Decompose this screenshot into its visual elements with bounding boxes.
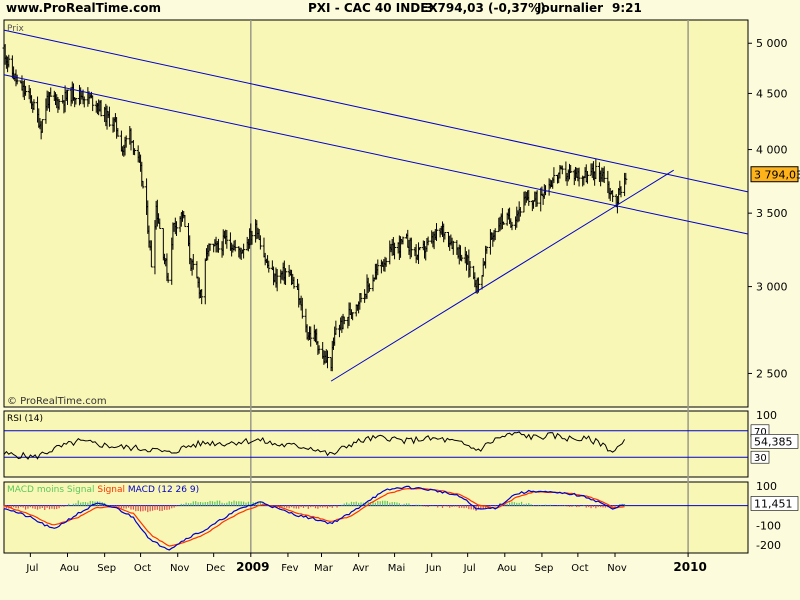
price-tick-label: 4 000 xyxy=(756,144,788,157)
x-tick-label: Avr xyxy=(352,563,369,574)
rsi-reference-label: 30 xyxy=(754,453,767,464)
x-tick-label: Oct xyxy=(571,563,588,574)
rsi-reference-label: 70 xyxy=(754,427,767,438)
x-tick-label: Nov xyxy=(607,563,627,574)
quote-value: 3 794,03 (-0,37%) xyxy=(425,1,546,15)
x-tick-label: Jul xyxy=(25,563,38,574)
x-tick-label: Sep xyxy=(535,563,554,574)
macd-legend: MACD moins Signal Signal MACD (12 26 9) xyxy=(7,485,199,495)
price-bars xyxy=(2,38,628,372)
macd-tick-label: -200 xyxy=(756,539,781,552)
x-tick-label: Oct xyxy=(134,563,151,574)
rsi-panel xyxy=(3,410,749,478)
price-tick-label: 3 500 xyxy=(756,207,788,220)
site-title: www.ProRealTime.com xyxy=(6,1,161,15)
macd-tick-label: 100 xyxy=(756,480,777,493)
x-tick-label: 2010 xyxy=(673,560,706,574)
x-tick-label: Jun xyxy=(425,563,442,574)
macd-tick-label: -100 xyxy=(756,519,781,532)
trendline-2 xyxy=(330,169,674,382)
price-panel-title: Prix xyxy=(7,24,24,34)
x-tick-label: 2009 xyxy=(236,560,269,574)
price-tick-label: 3 000 xyxy=(756,281,788,294)
price-tick-label: 2 500 xyxy=(756,367,788,380)
price-tick-label: 4 500 xyxy=(756,87,788,100)
copyright-label: © ProRealTime.com xyxy=(7,396,107,407)
macd-value-label: 11,451 xyxy=(754,497,793,510)
macd-legend-item: MACD moins Signal xyxy=(7,485,95,495)
last-price-tag xyxy=(750,166,799,183)
x-tick-label: Dec xyxy=(206,563,225,574)
x-tick-label: Sep xyxy=(97,563,116,574)
instrument-name: PXI - CAC 40 INDEX xyxy=(308,1,438,15)
rsi-reference-box xyxy=(750,450,770,464)
x-tick-label: Mar xyxy=(314,563,334,574)
rsi-value-box xyxy=(750,434,799,449)
macd-histogram xyxy=(3,500,626,513)
x-tick-label: Aou xyxy=(497,563,516,574)
macd-legend-item: MACD (12 26 9) xyxy=(125,485,199,495)
price-tick-label: 5 000 xyxy=(756,37,788,50)
rsi-tick-label: 100 xyxy=(756,409,777,422)
macd-line xyxy=(3,485,625,551)
x-tick-label: Nov xyxy=(170,563,190,574)
x-tick-label: Fev xyxy=(281,563,298,574)
rsi-title: RSI (14) xyxy=(7,414,43,424)
last-price-label: 3 794,03 xyxy=(754,169,800,182)
x-tick-label: Jul xyxy=(463,563,476,574)
macd-signal-line xyxy=(3,487,625,547)
rsi-value-label: 54,385 xyxy=(754,435,793,448)
trendline-1 xyxy=(3,74,749,235)
x-tick-label: Aou xyxy=(60,563,79,574)
price-panel xyxy=(3,19,749,408)
macd-value-box xyxy=(750,496,799,511)
rsi-line xyxy=(3,431,626,460)
macd-legend-item: Signal xyxy=(95,485,126,495)
time-label: 9:21 xyxy=(612,1,642,15)
x-tick-label: Mai xyxy=(388,563,406,574)
trendline-0 xyxy=(3,29,749,193)
period-label: Journalier xyxy=(537,1,604,15)
